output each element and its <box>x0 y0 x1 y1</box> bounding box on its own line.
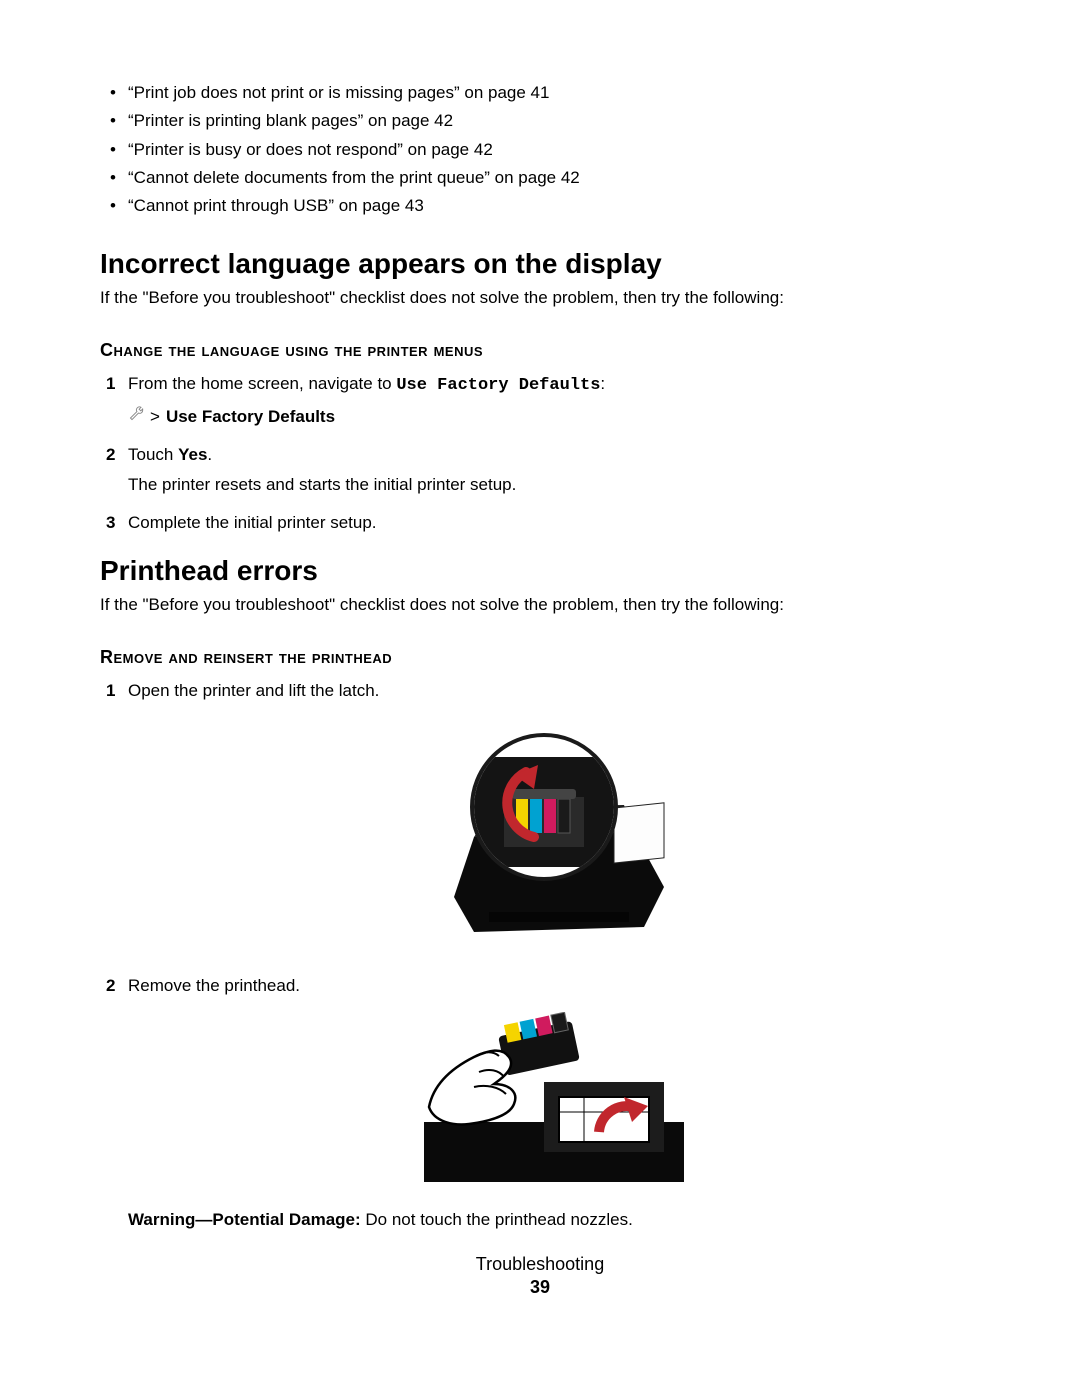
crossref-item: “Printer is busy or does not respond” on… <box>128 137 980 163</box>
figure-remove-printhead <box>128 1012 980 1190</box>
section-heading: Printhead errors <box>100 555 980 587</box>
section-intro: If the "Before you troubleshoot" checkli… <box>100 593 980 617</box>
step-item: From the home screen, navigate to Use Fa… <box>128 371 980 430</box>
step-text: Touch <box>128 445 178 464</box>
step-suffix: : <box>600 374 605 393</box>
step-text: Open the printer and lift the latch. <box>128 681 379 700</box>
step-text: Remove the printhead. <box>128 976 300 995</box>
step-mono: Use Factory Defaults <box>396 376 600 395</box>
manual-page: “Print job does not print or is missing … <box>0 0 1080 1338</box>
step-item: Open the printer and lift the latch. <box>128 678 980 955</box>
nav-path: > Use Factory Defaults <box>128 404 980 430</box>
page-footer: Troubleshooting 39 <box>100 1254 980 1298</box>
step-bold: Yes <box>178 445 207 464</box>
section-intro: If the "Before you troubleshoot" checkli… <box>100 286 980 310</box>
nav-arrow: > <box>150 404 160 430</box>
step-item: Complete the initial printer setup. <box>128 510 980 536</box>
subheading: Remove and reinsert the printhead <box>100 647 980 668</box>
step-text: From the home screen, navigate to <box>128 374 396 393</box>
section-heading: Incorrect language appears on the displa… <box>100 248 980 280</box>
nav-label: Use Factory Defaults <box>166 404 335 430</box>
step-subtext: The printer resets and starts the initia… <box>128 473 980 498</box>
wrench-icon <box>128 404 144 430</box>
step-item: Touch Yes. The printer resets and starts… <box>128 442 980 498</box>
step-item: Remove the printhead. <box>128 973 980 1190</box>
figure-open-latch <box>128 717 980 955</box>
crossref-item: “Cannot delete documents from the print … <box>128 165 980 191</box>
crossref-item: “Printer is printing blank pages” on pag… <box>128 108 980 134</box>
warning-label: Warning—Potential Damage: <box>128 1210 361 1229</box>
steps-list: Open the printer and lift the latch. <box>100 678 980 1190</box>
step-suffix: . <box>207 445 212 464</box>
crossref-item: “Print job does not print or is missing … <box>128 80 980 106</box>
page-number: 39 <box>100 1277 980 1298</box>
subheading: Change the language using the printer me… <box>100 340 980 361</box>
steps-list: From the home screen, navigate to Use Fa… <box>100 371 980 536</box>
chapter-name: Troubleshooting <box>100 1254 980 1275</box>
cross-reference-list: “Print job does not print or is missing … <box>100 80 980 220</box>
warning-note: Warning—Potential Damage: Do not touch t… <box>128 1210 980 1230</box>
crossref-item: “Cannot print through USB” on page 43 <box>128 193 980 219</box>
warning-text: Do not touch the printhead nozzles. <box>361 1210 633 1229</box>
